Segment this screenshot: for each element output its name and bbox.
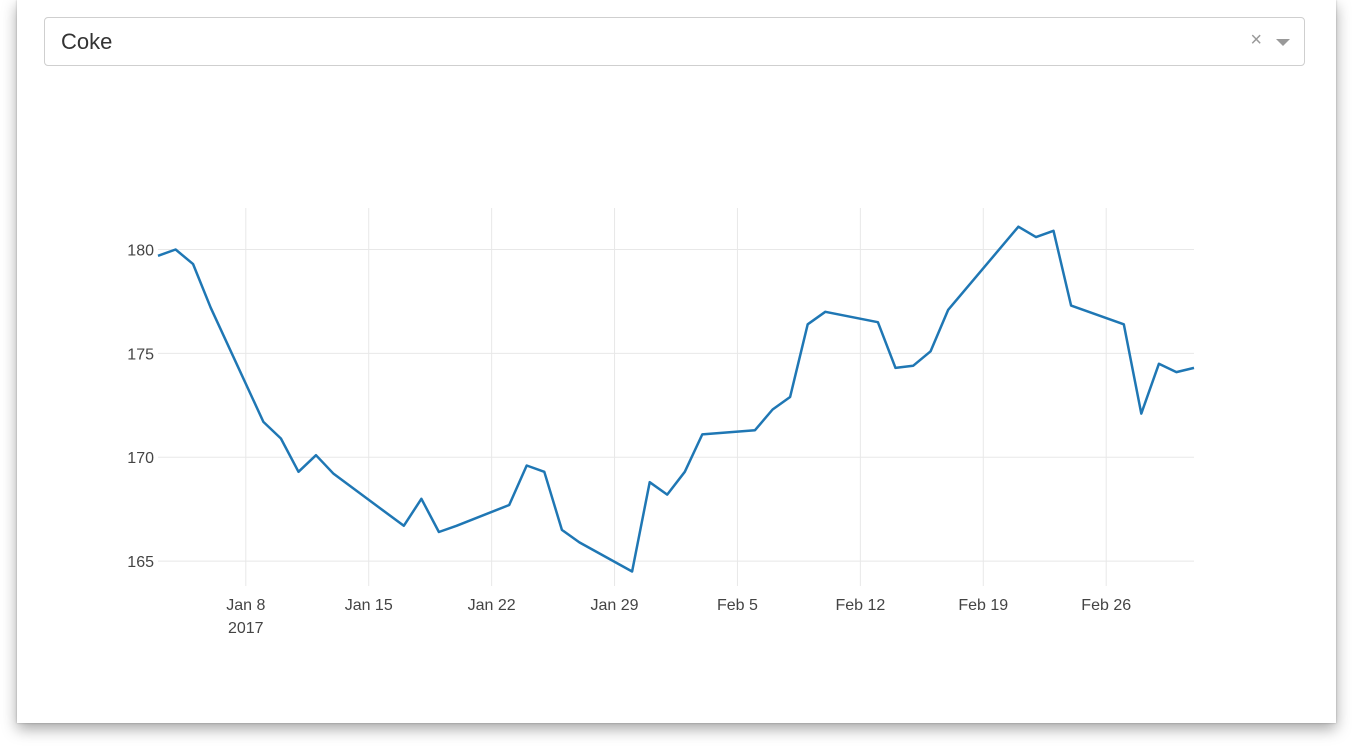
chart-grid: [158, 208, 1194, 586]
selected-value: Coke: [61, 29, 113, 54]
y-tick-label: 165: [127, 554, 154, 571]
x-axis-labels: Jan 8 2017 Jan 15 Jan 22 Jan 29 Feb 5 Feb 12 Fe…: [226, 597, 1131, 637]
y-axis-labels: 165 170 175 180: [127, 243, 154, 572]
close-icon[interactable]: ×: [1250, 29, 1262, 51]
x-tick-label: Jan 8: [226, 597, 265, 614]
chevron-down-icon[interactable]: [1276, 39, 1290, 46]
x-tick-label: Jan 22: [468, 597, 516, 614]
x-tick-label: Feb 19: [958, 597, 1008, 614]
company-select[interactable]: Coke ×: [44, 17, 1305, 66]
y-tick-label: 180: [127, 243, 154, 260]
x-tick-label: Feb 12: [835, 597, 885, 614]
x-tick-label: Feb 5: [717, 597, 758, 614]
x-tick-label: Jan 29: [591, 597, 639, 614]
y-tick-label: 170: [127, 450, 154, 467]
x-tick-label: Jan 15: [345, 597, 393, 614]
x-tick-year-label: 2017: [228, 620, 264, 637]
x-tick-label: Feb 26: [1081, 597, 1131, 614]
y-tick-label: 175: [127, 346, 154, 363]
line-layer: [157, 225, 1195, 573]
price-series-line: [157, 225, 1195, 573]
